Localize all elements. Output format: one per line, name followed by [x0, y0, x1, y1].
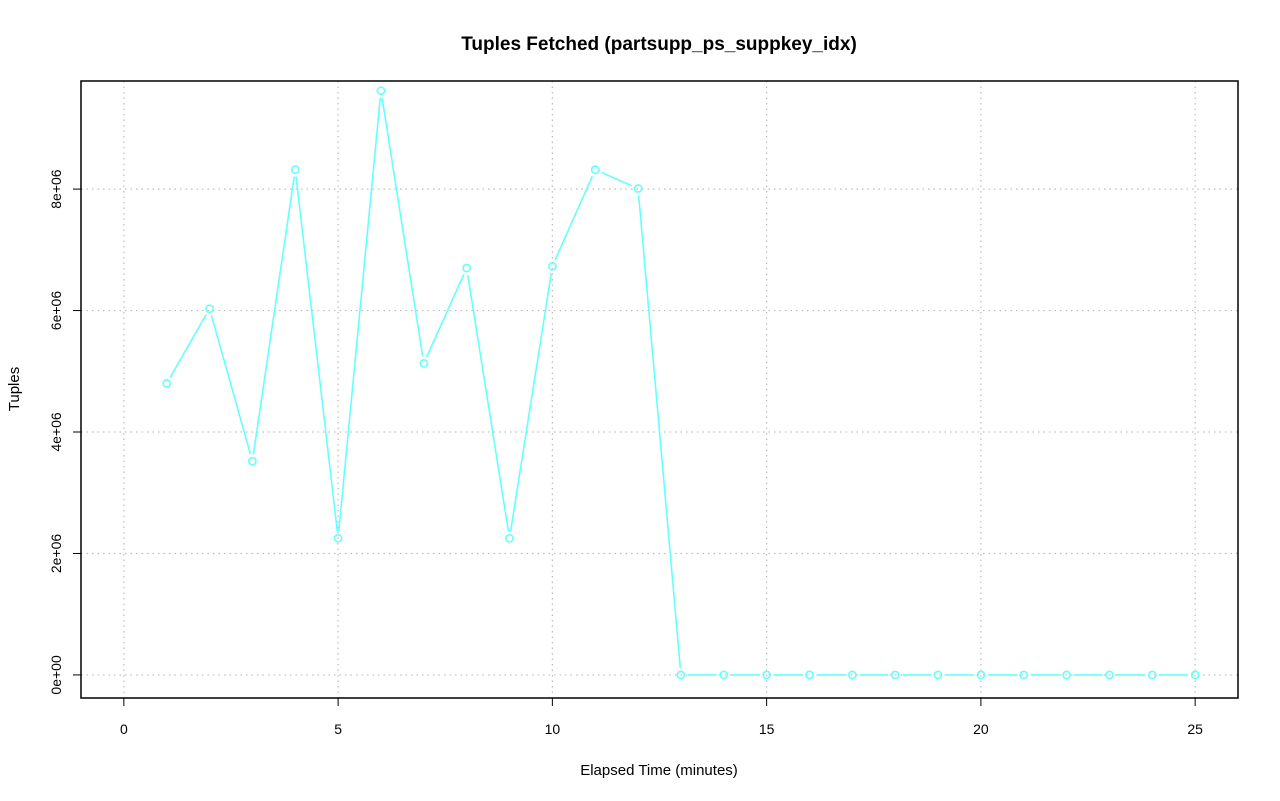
plot-frame — [80, 80, 1239, 699]
data-point — [762, 670, 772, 680]
series-segment — [466, 274, 510, 532]
series-segment — [210, 315, 252, 455]
x-tick-label: 15 — [759, 721, 775, 737]
data-point — [1105, 670, 1114, 680]
series-segment — [337, 97, 382, 532]
data-point — [290, 165, 300, 175]
data-point — [590, 165, 600, 175]
data-point — [162, 379, 172, 388]
data-point — [805, 670, 814, 680]
y-tick-label: 6e+06 — [48, 291, 64, 331]
series-layer — [162, 86, 1200, 680]
series-segment — [601, 171, 632, 187]
series-segment — [509, 273, 553, 532]
data-point — [376, 86, 386, 96]
series-segment — [637, 195, 682, 669]
x-tick-label: 20 — [973, 721, 989, 737]
data-point — [1062, 670, 1071, 680]
data-point — [205, 304, 214, 314]
x-tick-label: 5 — [334, 721, 342, 737]
x-axis: 0 5 10 15 20 25 — [120, 698, 1203, 737]
data-point — [719, 670, 729, 680]
data-point — [1190, 670, 1200, 680]
series-segment — [169, 314, 207, 378]
chart-title: Tuples Fetched (partsupp_ps_suppkey_idx) — [461, 34, 857, 55]
y-tick-label: 4e+06 — [48, 412, 64, 452]
x-tick-label: 0 — [120, 721, 128, 737]
data-point — [547, 261, 557, 271]
series-segment — [295, 176, 339, 532]
data-point — [419, 358, 429, 368]
data-point — [976, 670, 986, 680]
data-point — [248, 456, 257, 466]
data-point — [1019, 670, 1029, 680]
data-point — [890, 670, 900, 680]
data-point — [462, 263, 472, 273]
y-tick-label: 2e+06 — [48, 534, 64, 574]
series-segment — [425, 274, 465, 358]
y-axis: 0e+00 2e+06 4e+06 6e+06 8e+06 — [48, 169, 81, 695]
data-point — [333, 533, 343, 543]
data-point — [847, 670, 857, 680]
y-tick-label: 0e+00 — [48, 655, 64, 695]
data-point — [633, 184, 643, 193]
data-point — [676, 670, 686, 680]
series-segment — [381, 97, 424, 357]
data-point — [933, 670, 943, 680]
x-axis-label: Elapsed Time (minutes) — [580, 762, 738, 779]
grid — [81, 81, 1238, 698]
data-point — [1147, 670, 1157, 680]
y-tick-label: 8e+06 — [48, 169, 64, 209]
series-segment — [554, 175, 594, 261]
x-tick-label: 10 — [545, 721, 561, 737]
y-axis-label: Tuples — [6, 367, 23, 411]
x-tick-label: 25 — [1187, 721, 1203, 737]
data-point — [505, 533, 514, 543]
series-segment — [252, 176, 296, 455]
